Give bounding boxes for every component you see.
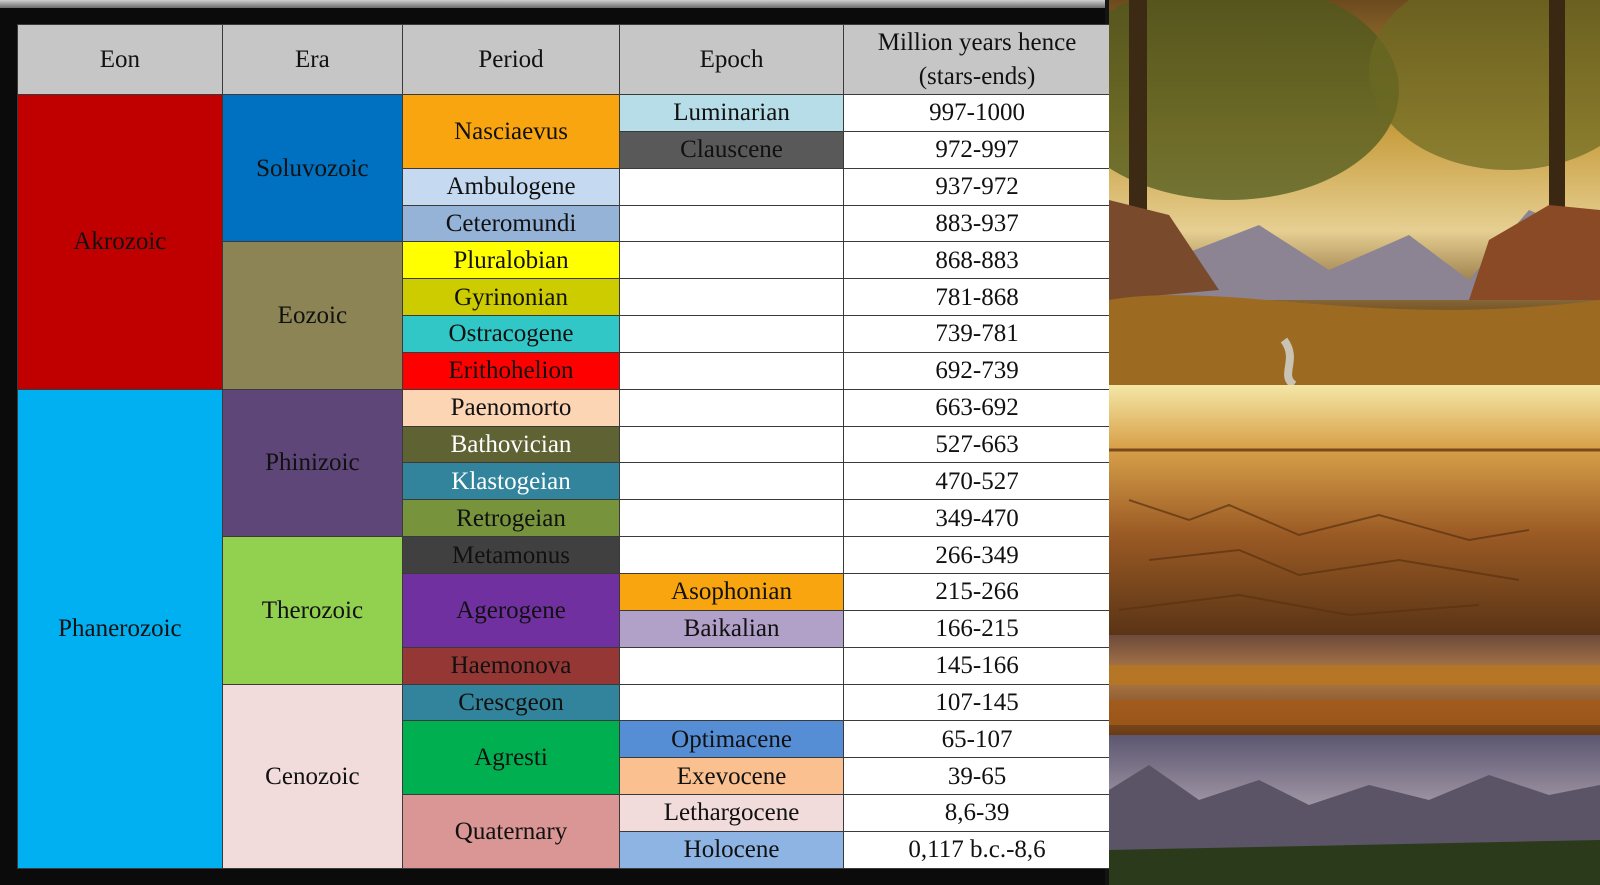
epoch-cell-empty (618, 241, 845, 280)
years-cell: 937-972 (843, 167, 1111, 206)
epoch-cell: Optimacene (618, 720, 845, 759)
epoch-cell: Baikalian (618, 609, 845, 648)
epoch-cell: Asophonian (618, 572, 845, 611)
years-cell: 692-739 (843, 351, 1111, 390)
header-years-line2: (stars-ends) (918, 62, 1036, 90)
period-cell: Crescgeon (402, 683, 620, 722)
period-cell: Retrogeian (402, 499, 620, 538)
epoch-cell: Luminarian (618, 94, 845, 132)
header-eon: Eon (17, 24, 223, 95)
landscape-illustration (1109, 0, 1600, 885)
era-cell: Therozoic (221, 536, 404, 685)
years-cell: 65-107 (843, 720, 1111, 759)
era-cell: Cenozoic (221, 683, 404, 869)
years-cell: 215-266 (843, 572, 1111, 611)
header-years: Million years hence (stars-ends) (843, 24, 1111, 95)
epoch-cell-empty (618, 425, 845, 464)
years-cell: 39-65 (843, 757, 1111, 796)
table-row: Baikalian 166-215 (18, 609, 1111, 648)
epoch-cell: Lethargocene (618, 794, 845, 832)
table-row: Haemonova 145-166 (18, 646, 1111, 685)
landscape-artwork (1109, 0, 1600, 885)
table-row: Holocene 0,117 b.c.-8,6 (18, 830, 1111, 870)
years-cell: 470-527 (843, 462, 1111, 501)
table-row: Bathovician 527-663 (18, 425, 1111, 464)
period-cell: Erithohelion (402, 351, 620, 390)
table-row: Retrogeian 349-470 (18, 499, 1111, 538)
table-row: Phanerozoic Phinizoic Paenomorto 663-692 (17, 388, 1111, 870)
years-cell: 997-1000 (843, 94, 1111, 132)
period-cell: Paenomorto (402, 388, 620, 427)
epoch-cell-empty (618, 462, 845, 501)
period-cell: Ambulogene (402, 167, 620, 206)
years-cell: 868-883 (843, 241, 1111, 280)
period-cell: Haemonova (402, 646, 620, 685)
eon-cell: Phanerozoic (17, 388, 223, 870)
epoch-cell-empty (618, 351, 845, 390)
years-cell: 107-145 (843, 683, 1111, 722)
table-row: Eozoic Pluralobian 868-883 (18, 241, 1111, 390)
table-row: Erithohelion 692-739 (18, 351, 1111, 390)
years-cell: 663-692 (843, 388, 1111, 427)
epoch-cell: Clauscene (618, 130, 845, 169)
era-cell: Eozoic (221, 241, 404, 390)
years-cell: 739-781 (843, 315, 1111, 353)
years-cell: 0,117 b.c.-8,6 (843, 830, 1111, 870)
years-cell: 266-349 (843, 536, 1111, 574)
period-cell: Ostracogene (402, 315, 620, 353)
epoch-cell-empty (618, 278, 845, 317)
window-top-bevel (0, 0, 1105, 8)
table-row: Klastogeian 470-527 (18, 462, 1111, 501)
period-cell: Nasciaevus (402, 94, 620, 169)
header-era: Era (221, 24, 404, 95)
period-cell: Ceteromundi (402, 204, 620, 243)
period-cell: Agresti (402, 720, 620, 796)
table-row: Akrozoic Soluvozoic Nasciaevus Luminaria… (17, 93, 1111, 390)
years-cell: 8,6-39 (843, 794, 1111, 832)
period-cell: Bathovician (402, 425, 620, 464)
years-cell: 166-215 (843, 609, 1111, 648)
epoch-cell-empty (618, 646, 845, 685)
table-row: Quaternary Lethargocene 8,6-39 (18, 794, 1111, 869)
years-cell: 527-663 (843, 425, 1111, 464)
period-cell: Gyrinonian (402, 278, 620, 317)
epoch-cell-empty (618, 204, 845, 243)
header-period: Period (402, 24, 620, 95)
header-epoch: Epoch (618, 24, 845, 95)
table-row: Gyrinonian 781-868 (18, 278, 1111, 317)
period-cell: Metamonus (402, 536, 620, 574)
table-panel: Eon Era Period Epoch Million years hence… (0, 8, 1111, 885)
epoch-cell: Holocene (618, 830, 845, 870)
epoch-cell: Exevocene (618, 757, 845, 796)
table-row: Exevocene 39-65 (18, 757, 1111, 796)
years-cell: 145-166 (843, 646, 1111, 685)
epoch-cell-empty (618, 167, 845, 206)
geologic-time-table: Eon Era Period Epoch Million years hence… (17, 24, 1111, 870)
table-row: Therozoic Metamonus 266-349 (18, 536, 1111, 685)
table-row: Ostracogene 739-781 (18, 315, 1111, 353)
years-cell: 349-470 (843, 499, 1111, 538)
table-row: Agresti Optimacene 65-107 (18, 720, 1111, 796)
epoch-cell-empty (618, 499, 845, 538)
table-row: Clauscene 972-997 (18, 130, 1111, 169)
era-cell: Soluvozoic (221, 93, 404, 243)
period-cell: Agerogene (402, 572, 620, 648)
epoch-cell-empty (618, 388, 845, 427)
period-cell: Quaternary (402, 794, 620, 869)
eon-cell: Akrozoic (17, 94, 223, 390)
years-cell: 883-937 (843, 204, 1111, 243)
header-years-line1: Million years hence (877, 28, 1077, 56)
period-cell: Klastogeian (402, 462, 620, 501)
header-row: Eon Era Period Epoch Million years hence… (17, 24, 1111, 95)
years-cell: 781-868 (843, 278, 1111, 317)
table-row: Ambulogene 937-972 (18, 167, 1111, 206)
period-cell: Pluralobian (402, 241, 620, 280)
epoch-cell-empty (618, 536, 845, 574)
years-cell: 972-997 (843, 130, 1111, 169)
epoch-cell-empty (618, 315, 845, 353)
era-cell: Phinizoic (221, 388, 404, 538)
epoch-cell-empty (618, 683, 845, 722)
table-row: Cenozoic Crescgeon 107-145 (18, 683, 1111, 869)
